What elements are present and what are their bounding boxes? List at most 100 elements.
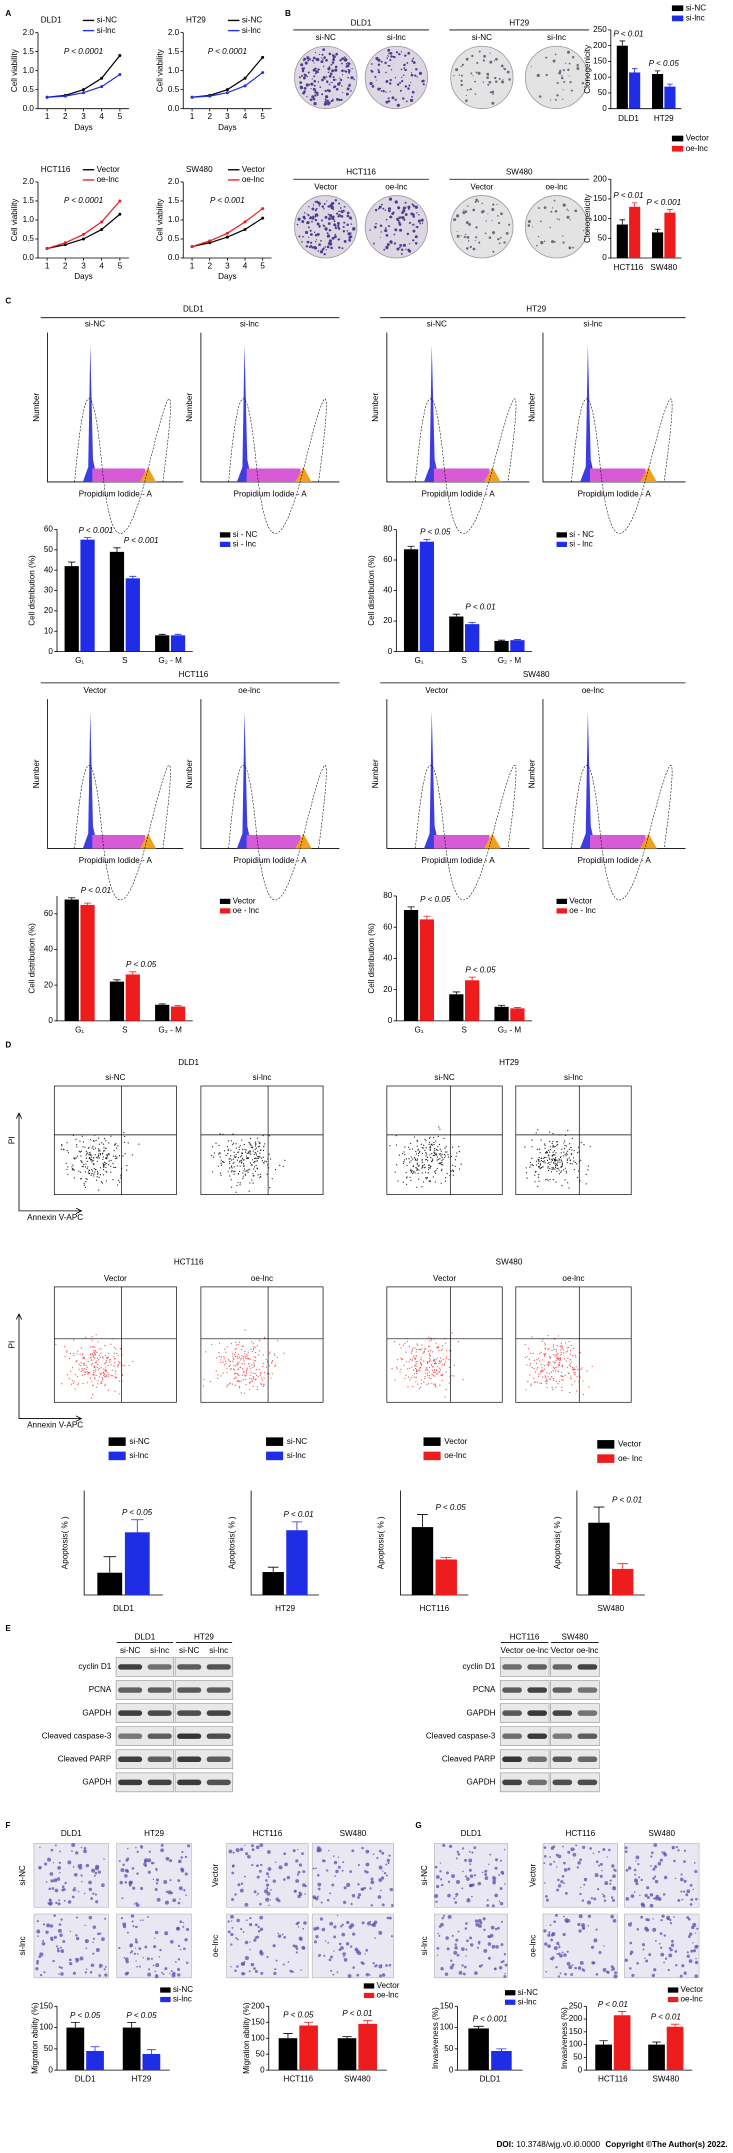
cell: [668, 1953, 673, 1958]
event: [89, 1139, 92, 1141]
event: [243, 1159, 245, 1161]
cell: [150, 1861, 154, 1865]
y-tick-label: 150: [251, 2017, 265, 2026]
cell: [461, 1847, 465, 1850]
panel-letter: E: [5, 1624, 11, 1633]
event: [112, 1155, 115, 1157]
colony: [398, 223, 402, 226]
g1-peak: [423, 711, 440, 849]
g2-peak: [639, 467, 657, 482]
cell: [59, 1871, 61, 1874]
event: [548, 1378, 550, 1380]
event: [66, 1350, 68, 1352]
event: [428, 1166, 430, 1169]
cell: [266, 1956, 269, 1959]
event: [442, 1358, 444, 1361]
legend-label: oe- lnc: [618, 1454, 642, 1463]
colony: [325, 229, 328, 231]
band: [206, 1664, 231, 1670]
event: [549, 1357, 551, 1359]
y-axis-label: Cell viability: [10, 48, 19, 92]
event: [261, 1379, 264, 1381]
event: [447, 1156, 450, 1158]
event: [103, 1374, 105, 1377]
cell: [464, 1875, 468, 1878]
cell: [692, 1942, 694, 1944]
event: [106, 1371, 108, 1374]
event: [108, 1142, 110, 1144]
event: [232, 1142, 235, 1144]
axis-arrow: [15, 1112, 83, 1214]
cell: [388, 1916, 392, 1920]
cell: [590, 1945, 595, 1949]
event: [405, 1177, 408, 1179]
event: [405, 1171, 407, 1174]
event: [546, 1383, 548, 1385]
y-tick-label: 40: [383, 954, 393, 963]
event: [432, 1366, 434, 1368]
legend-label: oe-lnc: [681, 1995, 703, 2004]
cell: [495, 1945, 499, 1949]
cell: [317, 1882, 322, 1887]
fit-curve: [415, 765, 517, 900]
event: [412, 1385, 414, 1388]
event: [253, 1161, 255, 1164]
event: [110, 1375, 112, 1377]
legend-label: oe-lnc: [444, 1451, 466, 1460]
cell: [370, 1880, 375, 1885]
event: [262, 1365, 264, 1367]
colony: [556, 94, 559, 97]
colony: [314, 89, 317, 92]
event: [400, 1359, 403, 1361]
colony: [315, 239, 318, 241]
legend-label: si-lnc: [242, 26, 261, 35]
event: [425, 1152, 427, 1154]
event: [105, 1154, 108, 1156]
cell: [544, 1882, 546, 1884]
y-axis-label: Number: [185, 759, 194, 788]
event: [417, 1172, 419, 1175]
cell: [436, 1954, 439, 1956]
cell: [638, 1876, 641, 1879]
event: [230, 1159, 233, 1161]
event: [529, 1365, 531, 1367]
event: [95, 1179, 98, 1181]
event: [561, 1389, 563, 1392]
event: [563, 1155, 565, 1157]
cell: [477, 1881, 482, 1886]
cell: [583, 1969, 586, 1972]
colony: [343, 205, 346, 208]
event: [98, 1143, 101, 1145]
panel-letter: F: [5, 1821, 10, 1830]
event: [540, 1351, 542, 1353]
cell: [92, 1937, 96, 1940]
colony: [311, 78, 313, 80]
event: [85, 1163, 87, 1165]
colony: [350, 223, 353, 225]
cell: [370, 1923, 373, 1927]
event: [83, 1182, 85, 1184]
cell: [39, 1846, 41, 1849]
event: [529, 1363, 531, 1365]
colony: [458, 74, 461, 76]
event: [240, 1348, 243, 1351]
event: [552, 1361, 554, 1363]
cell: [80, 1863, 83, 1866]
event: [411, 1366, 413, 1368]
event: [101, 1182, 104, 1184]
event: [108, 1154, 110, 1156]
band: [118, 1756, 143, 1762]
cell: [602, 1968, 607, 1972]
cell: [350, 1902, 353, 1906]
event: [526, 1364, 528, 1366]
event: [73, 1169, 76, 1171]
band: [502, 1756, 522, 1762]
cell: [570, 1847, 575, 1852]
histogram-label: si-lnc: [583, 320, 602, 329]
chart-title: SW480: [186, 165, 213, 174]
event: [420, 1362, 422, 1365]
event: [246, 1152, 248, 1154]
event: [572, 1157, 575, 1159]
event: [436, 1346, 438, 1349]
x-tick-label: 1: [190, 261, 195, 270]
